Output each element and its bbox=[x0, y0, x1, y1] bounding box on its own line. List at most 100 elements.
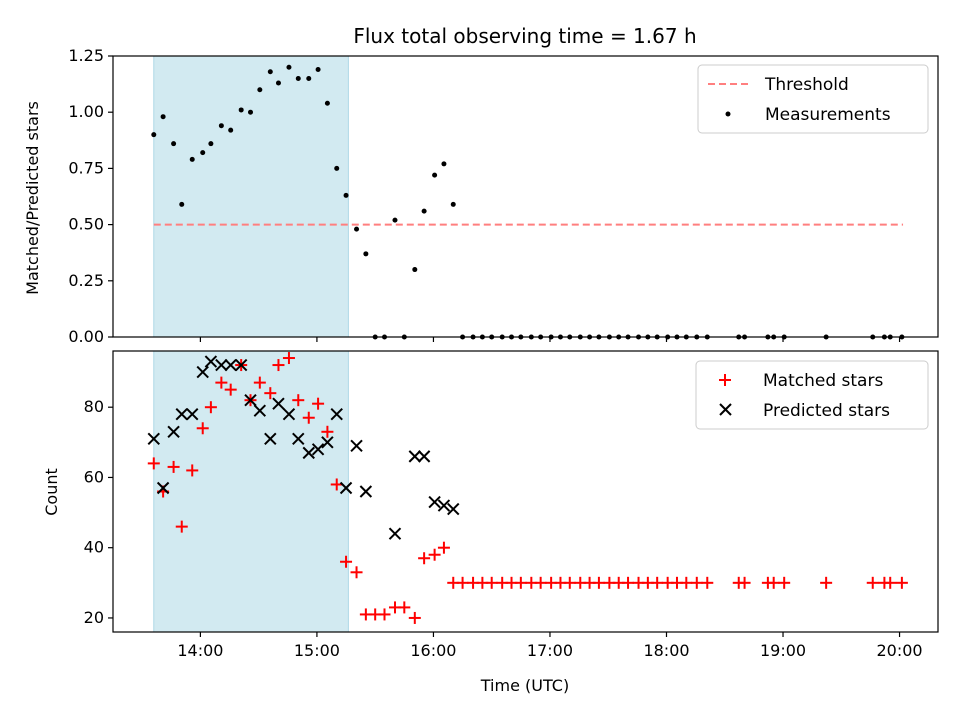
bottom-legend-box bbox=[695, 360, 929, 430]
matched-star-point bbox=[778, 576, 791, 589]
predicted-star-point bbox=[234, 358, 248, 372]
matched-star-point bbox=[690, 576, 703, 589]
measurement-point bbox=[392, 217, 398, 223]
bottom-legend: Matched stars Predicted stars bbox=[695, 360, 929, 430]
measurement-point bbox=[267, 69, 273, 75]
predicted-star-point bbox=[292, 432, 305, 446]
measurement-point bbox=[432, 172, 438, 178]
measurement-point bbox=[171, 141, 177, 147]
matched-star-point bbox=[534, 576, 547, 589]
bottom-panel: Count Time (UTC) 20 40 60 80 14:00 15:00 16:00… bbox=[42, 350, 939, 695]
measurement-point bbox=[238, 107, 244, 113]
predicted-star-point bbox=[175, 408, 188, 421]
predicted-star-point bbox=[321, 436, 334, 449]
top-chart-title: Flux total observing time = 1.67 h bbox=[353, 24, 696, 48]
predicted-star-point bbox=[272, 397, 285, 410]
bottom-x-tick-label: 17:00 bbox=[527, 641, 573, 660]
top-y-axis-label: Matched/Predicted stars bbox=[23, 101, 42, 295]
measurement-point bbox=[412, 267, 418, 273]
threshold-legend-label: Threshold bbox=[764, 75, 849, 95]
predicted-star-point bbox=[350, 439, 363, 453]
matched-star-point bbox=[456, 576, 469, 589]
predicted-star-point bbox=[408, 450, 422, 463]
matched-star-point bbox=[204, 401, 217, 414]
bottom-y-tick-label: 60 bbox=[84, 467, 104, 486]
matched-star-point bbox=[820, 576, 833, 589]
measurement-point bbox=[315, 66, 321, 72]
matched-star-point bbox=[215, 376, 228, 389]
matched-star-point bbox=[738, 576, 751, 589]
top-shaded-interval bbox=[153, 55, 349, 338]
matched-star-point bbox=[312, 397, 325, 410]
matched-star-point bbox=[701, 576, 714, 589]
bottom-x-tick-label: 16:00 bbox=[410, 641, 456, 660]
top-legend-box bbox=[697, 64, 929, 134]
bottom-y-tick-label: 80 bbox=[84, 397, 104, 416]
matched-star-point bbox=[302, 411, 315, 424]
predicted-star-point bbox=[447, 502, 460, 516]
measurement-point bbox=[179, 201, 185, 207]
matched-star-point bbox=[350, 566, 363, 579]
matched-star-point bbox=[167, 460, 180, 473]
measurement-point bbox=[363, 251, 369, 257]
measurement-point bbox=[354, 226, 360, 232]
matched-star-point bbox=[186, 464, 199, 477]
predicted-star-point bbox=[282, 408, 296, 421]
matched-star-point bbox=[651, 576, 664, 589]
predicted-star-point bbox=[339, 481, 353, 495]
measurement-point bbox=[334, 165, 340, 171]
predicted-star-point bbox=[330, 408, 343, 421]
bottom-y-tick-label: 20 bbox=[84, 608, 104, 627]
predicted-star-point bbox=[167, 425, 180, 438]
top-y-tick-label: 0.75 bbox=[68, 158, 104, 177]
predicted-star-point bbox=[253, 404, 267, 417]
bottom-axes-frame bbox=[112, 350, 939, 633]
measurement-point bbox=[421, 208, 427, 214]
measurement-point bbox=[228, 127, 234, 133]
measurement-point bbox=[450, 201, 456, 207]
matched-star-point bbox=[398, 601, 411, 614]
matched-star-point bbox=[563, 576, 576, 589]
top-plot-area: 0.00 0.25 0.50 0.75 1.00 1.25 bbox=[68, 46, 939, 346]
measurement-point bbox=[275, 80, 281, 86]
measurement-point bbox=[151, 132, 157, 138]
bottom-x-tick-label: 15:00 bbox=[294, 641, 340, 660]
predicted-star-point bbox=[302, 446, 315, 460]
matched-star-point bbox=[884, 576, 897, 589]
top-axes-frame bbox=[112, 55, 939, 338]
matched-star-point bbox=[321, 425, 334, 438]
matched-star-point bbox=[147, 457, 160, 470]
bottom-y-axis-label: Count bbox=[42, 468, 61, 516]
predicted-star-point bbox=[311, 443, 325, 456]
measurement-point bbox=[208, 141, 214, 147]
measurement-point bbox=[286, 64, 292, 70]
predicted-star-point bbox=[359, 485, 373, 498]
measurement-point bbox=[200, 150, 206, 156]
matched-star-point bbox=[514, 576, 527, 589]
predicted-star-point bbox=[204, 355, 218, 368]
predicted-star-point bbox=[156, 481, 170, 495]
predicted-star-point bbox=[215, 358, 228, 372]
predicted-stars-legend-label: Predicted stars bbox=[763, 401, 890, 421]
predicted-star-point bbox=[417, 450, 431, 463]
matched-star-point bbox=[340, 555, 353, 568]
bottom-x-tick-label: 14:00 bbox=[177, 641, 223, 660]
predicted-star-point bbox=[196, 365, 209, 379]
matched-star-point bbox=[253, 376, 266, 389]
predicted-star-point bbox=[244, 393, 257, 407]
matched-star-point bbox=[485, 576, 498, 589]
matched-star-point bbox=[196, 422, 209, 435]
predicted-star-point bbox=[388, 527, 402, 540]
measurement-point bbox=[441, 161, 447, 167]
matched-star-point bbox=[378, 608, 391, 621]
top-y-tick-label: 1.25 bbox=[68, 46, 104, 65]
measurement-point bbox=[248, 109, 253, 115]
matched-star-point bbox=[866, 576, 879, 589]
bottom-x-axis-label: Time (UTC) bbox=[480, 676, 569, 695]
matched-star-point bbox=[418, 552, 431, 565]
predicted-star-point bbox=[224, 358, 237, 372]
top-y-tick-label: 1.00 bbox=[68, 102, 104, 121]
measurement-point bbox=[189, 156, 195, 162]
measurement-point bbox=[218, 123, 224, 129]
